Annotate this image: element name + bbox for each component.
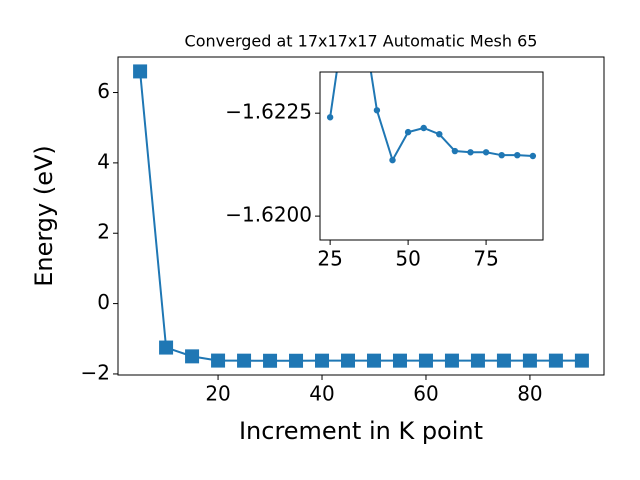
y-tick-label: 0 [97, 290, 110, 314]
marker [343, 7, 349, 13]
marker [418, 353, 433, 368]
y-tick-label: 4 [97, 149, 110, 173]
marker [498, 151, 505, 159]
marker [451, 147, 459, 155]
marker [326, 114, 334, 121]
inset-plot: 25 50 75 −1.6225 −1.6200 [225, 7, 544, 271]
marker [341, 353, 356, 368]
marker [529, 152, 537, 160]
marker [514, 151, 521, 159]
x-tick-label: 60 [413, 382, 438, 406]
x-tick-label: 40 [309, 382, 334, 406]
x-tick-label: 75 [473, 247, 498, 271]
marker [373, 107, 381, 114]
marker [444, 353, 459, 368]
marker [185, 349, 200, 364]
x-tick-label: 20 [205, 382, 230, 406]
marker [366, 353, 381, 368]
y-tick-label: −1.6200 [225, 203, 312, 227]
marker [496, 353, 511, 368]
marker [470, 353, 485, 368]
marker [522, 353, 537, 368]
marker [237, 353, 252, 368]
plot-area [133, 64, 589, 368]
marker [159, 340, 174, 355]
y-tick-label: 2 [97, 220, 110, 244]
marker [404, 128, 412, 136]
marker [315, 353, 330, 368]
plot-frame [117, 56, 605, 376]
marker [436, 130, 443, 138]
marker [482, 149, 490, 156]
marker [392, 353, 407, 368]
marker [358, 7, 364, 13]
plot-area [326, 7, 537, 164]
marker [289, 353, 304, 368]
y-tick-label: −2 [81, 360, 110, 384]
x-axis-label: Increment in K point [239, 417, 483, 445]
x-tick-label: 80 [517, 382, 542, 406]
marker [574, 353, 589, 368]
chart-title: Converged at 17x17x17 Automatic Mesh 65 [185, 32, 538, 51]
y-tick-label: −1.6225 [225, 100, 312, 124]
y-tick-label: 6 [97, 79, 110, 103]
marker [211, 353, 226, 368]
x-tick-label: 25 [317, 247, 342, 271]
y-axis-label: Energy (eV) [30, 145, 58, 287]
marker [133, 64, 148, 79]
marker [548, 353, 563, 368]
marker [263, 353, 278, 368]
plot-frame [319, 71, 544, 241]
marker [467, 149, 474, 156]
x-tick-label: 50 [395, 247, 420, 271]
marker [420, 124, 427, 132]
marker [389, 156, 396, 164]
